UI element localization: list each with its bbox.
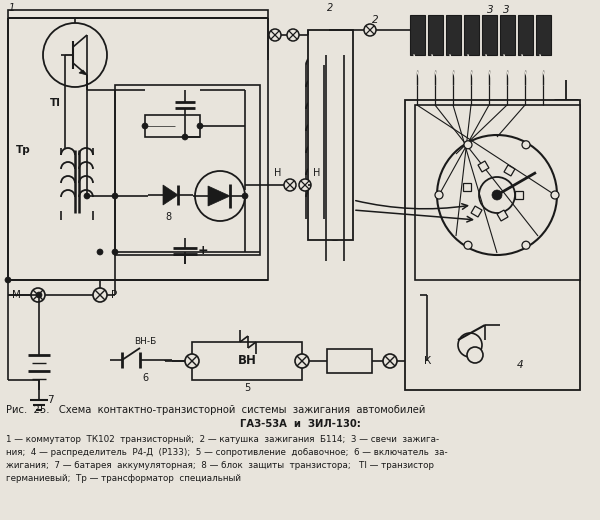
Circle shape [464,141,472,149]
Text: Н: Н [274,168,281,178]
Bar [471,206,482,217]
Circle shape [112,193,118,199]
Circle shape [364,24,376,36]
Circle shape [142,123,148,129]
Circle shape [299,179,311,191]
Text: 7: 7 [47,395,53,405]
Bar [415,105,580,280]
Circle shape [383,354,397,368]
Text: 2: 2 [327,3,333,13]
Text: М: М [11,290,20,300]
Circle shape [197,123,203,129]
Text: 3: 3 [487,5,493,15]
Circle shape [522,141,530,149]
Circle shape [479,177,515,213]
Bar [463,183,471,191]
Circle shape [112,249,118,255]
Text: Рис.  25.   Схема  контактно-транзисторной  системы  зажигания  автомобилей: Рис. 25. Схема контактно-транзисторной с… [6,405,425,415]
Text: германиевый;  Тр — трансформатор  специальный: германиевый; Тр — трансформатор специаль… [6,474,241,483]
Text: 2: 2 [371,15,379,25]
Text: Тl: Тl [50,98,61,108]
Bar [115,85,260,255]
Text: 5: 5 [244,383,250,393]
Bar [405,100,580,390]
Circle shape [93,288,107,302]
Circle shape [242,193,248,199]
Text: 4: 4 [517,360,523,370]
Text: 1 — коммутатор  ТК102  транзисторный;  2 — катушка  зажигания  Б114;  3 — свечи : 1 — коммутатор ТК102 транзисторный; 2 — … [6,435,439,444]
Circle shape [287,29,299,41]
Bar [145,115,200,137]
Bar [308,30,353,240]
Bar [536,15,551,55]
Bar [504,165,515,176]
Text: Н: Н [313,168,320,178]
Text: 8: 8 [165,212,171,222]
Circle shape [31,288,45,302]
Bar [428,15,443,55]
Circle shape [185,354,199,368]
Circle shape [435,191,443,199]
Circle shape [84,193,90,199]
Bar [500,15,515,55]
Text: К: К [424,356,431,366]
Circle shape [5,277,11,283]
Text: +: + [197,244,208,257]
Bar [515,191,523,199]
Circle shape [551,191,559,199]
Text: ГАЗ-53А  и  ЗИЛ-130:: ГАЗ-53А и ЗИЛ-130: [239,419,361,429]
Circle shape [36,292,42,298]
Circle shape [195,171,245,221]
Polygon shape [79,70,87,75]
Polygon shape [163,185,178,205]
Bar [497,210,508,221]
Circle shape [467,347,483,363]
Bar [518,15,533,55]
Text: 3: 3 [503,5,509,15]
Bar [446,15,461,55]
Circle shape [43,23,107,87]
Circle shape [437,135,557,255]
Text: ния;  4 — распределитель  Р4-Д  (Р133);  5 — сопротивление  добавочное;  6 — вкл: ния; 4 — распределитель Р4-Д (Р133); 5 —… [6,448,448,457]
Text: 1: 1 [9,3,15,13]
Circle shape [284,179,296,191]
Circle shape [295,354,309,368]
Circle shape [522,241,530,249]
Circle shape [464,241,472,249]
Circle shape [492,190,502,200]
Text: жигания;  7 — батарея  аккумуляторная;  8 — блок  защиты  транзистора;   Тl — тр: жигания; 7 — батарея аккумуляторная; 8 —… [6,461,434,470]
Text: 6: 6 [142,373,148,383]
Polygon shape [208,186,230,206]
Circle shape [269,29,281,41]
Bar [8,10,268,280]
Bar [482,15,497,55]
Circle shape [182,134,188,140]
Text: Р: Р [111,290,117,300]
Bar [192,342,302,380]
Text: ВН-Б: ВН-Б [134,337,156,346]
Bar [410,15,425,55]
Bar [478,161,489,172]
Bar [327,349,372,373]
Circle shape [458,333,482,357]
Text: Тр: Тр [16,145,31,155]
Bar [464,15,479,55]
Text: ВН: ВН [238,355,256,368]
Circle shape [97,249,103,255]
